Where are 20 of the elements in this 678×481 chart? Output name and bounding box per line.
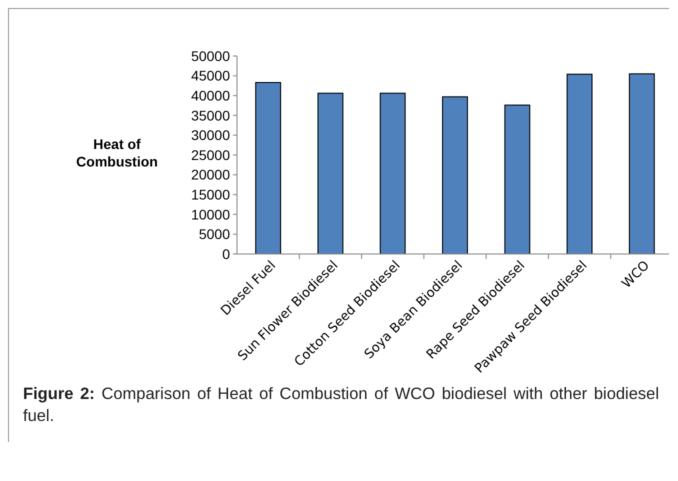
bar (566, 74, 593, 254)
y-tick-label: 50000 (191, 48, 230, 64)
bar (317, 92, 344, 254)
y-axis-title: Heat of Combustion (76, 136, 158, 170)
y-tick-label: 15000 (191, 186, 230, 202)
bar (255, 82, 282, 254)
y-tick-label: 30000 (191, 127, 230, 144)
y-tick-label: 5000 (198, 226, 230, 242)
bar (504, 104, 530, 254)
y-tick-label: 40000 (191, 88, 230, 104)
y-tick-label: 20000 (191, 166, 230, 183)
bar (628, 73, 655, 254)
y-tick-label: 45000 (191, 68, 230, 84)
y-tick-label: 35000 (191, 107, 230, 124)
y-tick-label: 25000 (191, 146, 230, 163)
text: Figure 2: Comparison of Heat of Combustion of WCO biodiesel with other biodiesel fuel. (23, 385, 659, 426)
y-tick-label: 10000 (191, 206, 230, 222)
bar (442, 96, 468, 254)
y-tick-label: 0 (222, 246, 230, 262)
bar (380, 92, 406, 254)
